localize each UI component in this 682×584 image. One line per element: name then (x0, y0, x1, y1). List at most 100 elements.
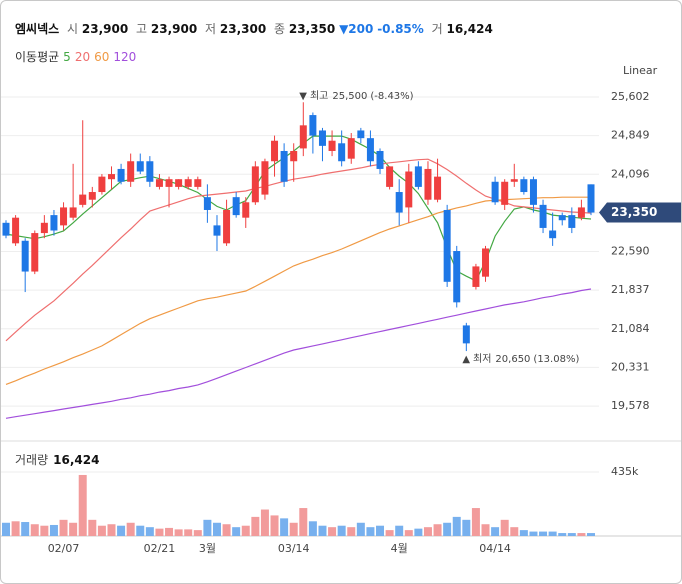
candle-body (60, 207, 68, 226)
volume-bar (337, 525, 346, 536)
legend-entry: 120 (113, 50, 137, 64)
volume-bar (491, 527, 500, 536)
change-pct: -0.85% (377, 22, 424, 36)
candle-body (587, 184, 595, 213)
volume-bar (2, 522, 10, 536)
volume-bar (40, 525, 49, 536)
candle-body (213, 225, 221, 236)
volume-bar (280, 518, 289, 536)
candle-body (558, 215, 566, 221)
y-tick-label: 25,602 (611, 90, 650, 103)
candle-body (12, 217, 20, 244)
candle-body (107, 174, 115, 180)
stock-name: 엠씨넥스 (15, 22, 60, 36)
candle-body (443, 209, 451, 282)
candle-body (568, 215, 576, 228)
candle-body (366, 138, 374, 162)
volume-bar (443, 522, 452, 536)
candle-body (405, 171, 413, 208)
x-tick-label: 03/14 (278, 542, 310, 555)
candle-body (184, 179, 192, 187)
volume-bar (423, 527, 432, 536)
candle-body (347, 138, 355, 159)
candle-body (299, 125, 307, 149)
volume-bar (49, 524, 58, 536)
candle-body (328, 140, 336, 151)
candle-body (280, 150, 288, 182)
candle-body (232, 197, 240, 216)
volume-bar (251, 516, 260, 536)
candle-body (309, 115, 317, 136)
candle-body (453, 251, 461, 303)
candle-body (69, 207, 77, 218)
candle-body (127, 161, 135, 182)
candle-body (31, 233, 39, 272)
y-tick-label: 24,096 (611, 167, 650, 180)
volume-bar (145, 527, 154, 536)
volume-bar (414, 528, 423, 536)
candle-body (251, 166, 259, 203)
change: (13.08%) (533, 354, 579, 365)
x-tick-label: 02/07 (48, 542, 80, 555)
candle-body (357, 130, 365, 139)
label: 고 (136, 22, 148, 36)
volume-bar (366, 527, 375, 536)
label: 시 (67, 22, 79, 36)
price-note: ▼ 최고 25,500 (-8.43%) (299, 90, 413, 102)
candle-body (50, 215, 58, 231)
legend-title: 이동평균 (15, 50, 60, 64)
volume-bar (433, 524, 442, 536)
volume-bar (193, 530, 202, 536)
volume-bar (184, 529, 193, 536)
volume-bar (529, 531, 538, 536)
y-tick-label: 435k (611, 465, 639, 478)
y-tick-label: 21,084 (611, 322, 650, 335)
y-tick-label: 20,331 (611, 360, 650, 373)
volume-bar (481, 524, 490, 536)
legend-entry: 60 (94, 50, 110, 64)
volume-bar (241, 525, 250, 536)
volume-bar (117, 525, 126, 536)
volume-bar (318, 525, 327, 536)
volume-bar (136, 525, 145, 536)
value: 20,650 (495, 354, 530, 365)
volume-bar (232, 527, 241, 536)
value: 16,424 (53, 453, 99, 467)
volume-bar (404, 530, 413, 536)
candle-body (472, 266, 480, 287)
value: 23,900 (150, 22, 198, 36)
candle-body (520, 179, 528, 193)
candle-body (223, 209, 231, 244)
candle-body (261, 161, 269, 195)
candle-body (482, 248, 490, 277)
candle-body (510, 179, 518, 182)
price-tag (599, 202, 681, 223)
volume-bar (299, 508, 308, 536)
x-tick-label: 02/21 (144, 542, 176, 555)
change: 200 (348, 22, 374, 36)
legend-entry: 20 (74, 50, 91, 64)
volume-bar (356, 522, 365, 536)
volume-bar (308, 521, 317, 536)
candle-body (40, 222, 48, 234)
volume-bar (203, 519, 212, 536)
volume-bar (577, 533, 586, 536)
value: 25,500 (332, 91, 367, 102)
candle-body (117, 168, 125, 182)
change: (-8.43%) (370, 91, 413, 102)
volume-bar (11, 521, 20, 536)
x-tick-label: 4월 (391, 542, 408, 555)
volume-bar (69, 522, 78, 536)
y-tick-label: 19,578 (611, 399, 650, 412)
candle-body (88, 192, 96, 200)
ma-line (5, 135, 592, 282)
volume-bar (270, 515, 279, 536)
volume-bar (376, 525, 385, 536)
y-tick-label: 24,849 (611, 129, 650, 142)
volume-bar (88, 519, 97, 536)
candle-body (2, 222, 10, 236)
candle-body (424, 168, 432, 200)
volume-bar (558, 533, 567, 536)
